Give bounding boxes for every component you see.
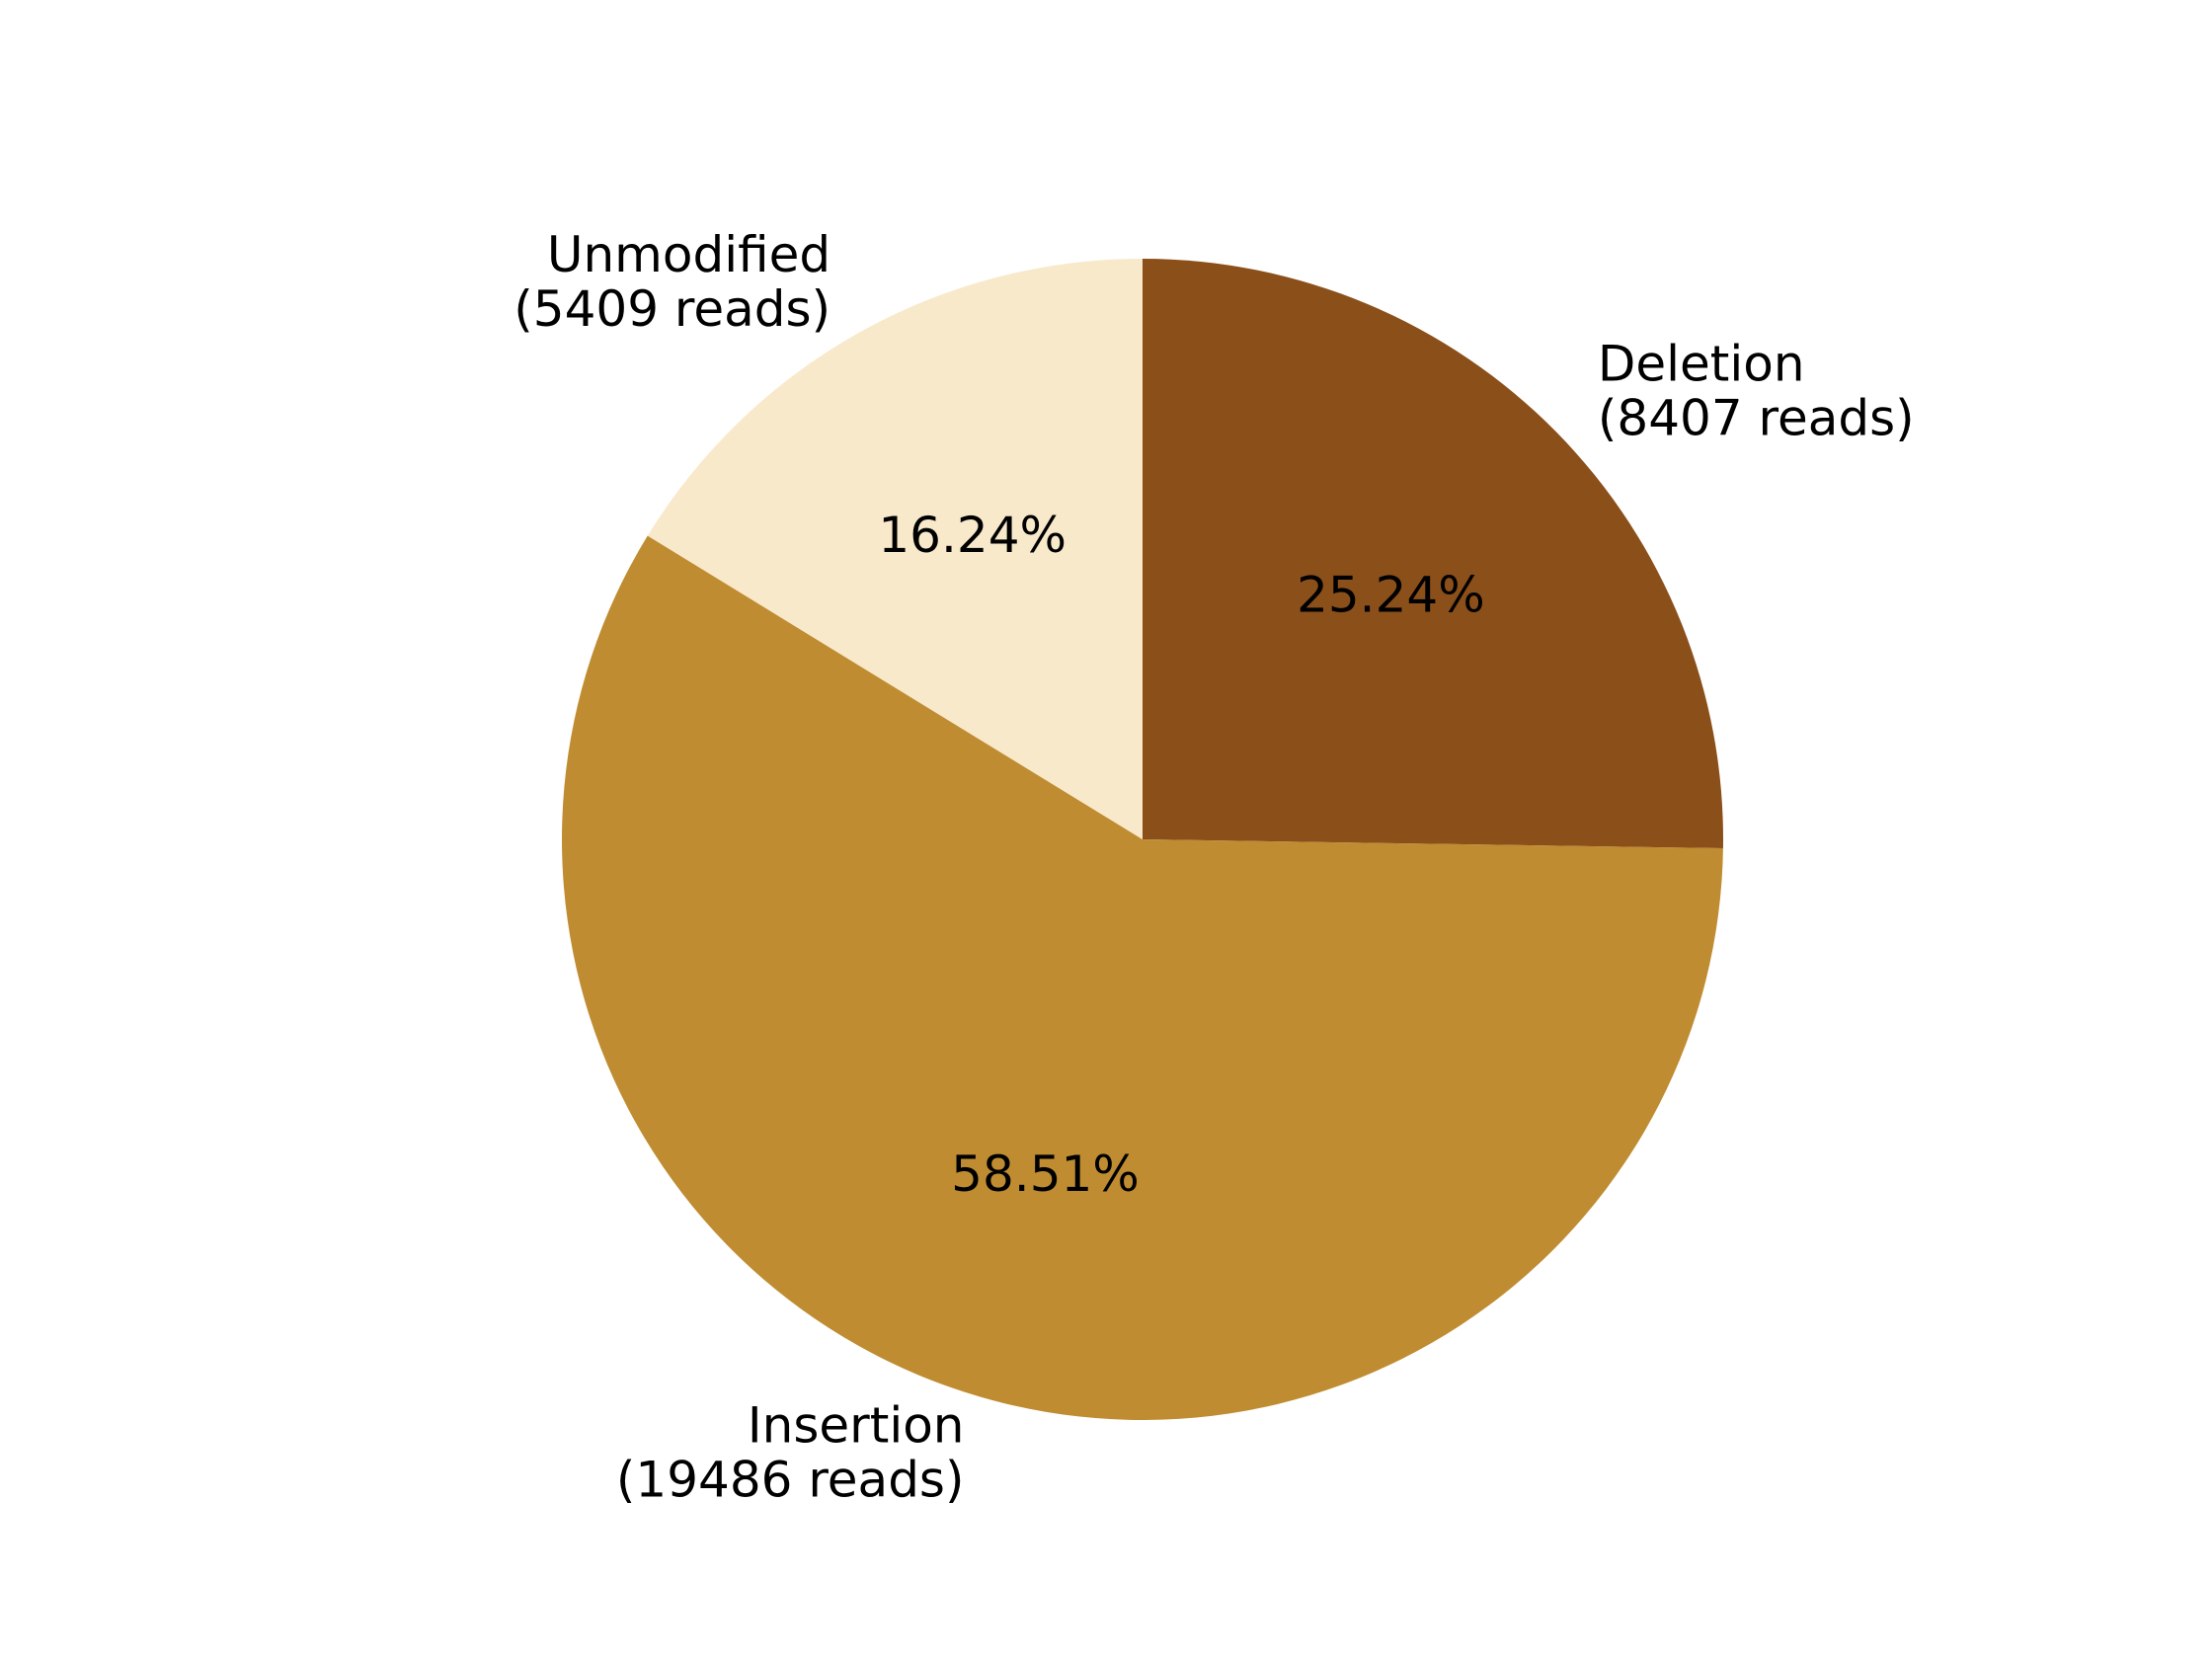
- category-reads-unmodified: (5409 reads): [514, 280, 830, 338]
- slice-unmodified: [647, 259, 1143, 839]
- category-reads-insertion: (19486 reads): [616, 1452, 965, 1509]
- category-name-deletion: Deletion: [1598, 336, 1805, 393]
- category-label-unmodified: Unmodified (5409 reads): [514, 226, 830, 338]
- category-name-insertion: Insertion: [748, 1397, 965, 1455]
- pie-labels: 25.24% Deletion (8407 reads) 58.51% Insertio…: [514, 226, 1915, 1509]
- percent-label-insertion: 58.51%: [951, 1146, 1140, 1203]
- category-reads-deletion: (8407 reads): [1598, 390, 1915, 447]
- category-label-insertion: Insertion (19486 reads): [616, 1397, 965, 1509]
- slice-insertion: [561, 535, 1723, 1421]
- pie-slices: [561, 259, 1723, 1421]
- percent-label-unmodified: 16.24%: [878, 507, 1066, 564]
- percent-label-deletion: 25.24%: [1297, 567, 1485, 624]
- category-name-unmodified: Unmodified: [547, 226, 830, 283]
- slice-deletion: [1143, 259, 1723, 849]
- category-label-deletion: Deletion (8407 reads): [1598, 336, 1915, 447]
